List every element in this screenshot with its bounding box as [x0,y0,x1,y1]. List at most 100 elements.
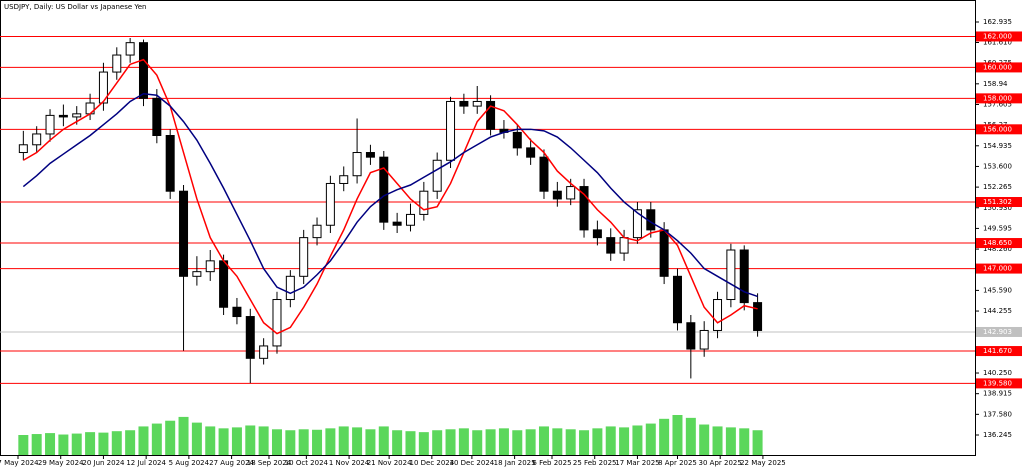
candle-body [259,345,269,359]
volume-bar [58,434,69,455]
y-tick-label: 136.245 [983,431,1012,439]
candle-body [232,306,242,318]
level-label: 158.000 [983,94,1012,102]
y-tick-label: 149.595 [983,224,1012,232]
volume-bar [699,424,710,455]
candle-body [606,237,616,254]
volume-bar [512,430,523,455]
volume-bar [632,425,643,455]
candle-body [299,237,309,277]
candle-body [112,54,122,73]
x-tick-label: 12 Jul 2024 [126,459,166,467]
candle-body [686,322,696,350]
x-tick-label: 8 Apr 2025 [658,459,697,467]
x-tick-label: 25 Feb 2025 [573,459,617,467]
volume-bar [85,432,96,455]
volume-bar [552,428,563,455]
y-tick-label: 153.600 [983,162,1012,170]
y-tick-label: 154.935 [983,142,1012,150]
level-box [976,124,1022,135]
x-tick-label: 30 Dec 2024 [450,459,495,467]
candle-body [566,186,576,200]
candle-body [552,190,562,200]
candle-body [432,159,442,192]
x-tick-label: 18 Sep 2024 [247,459,292,467]
level-label: 151.302 [983,198,1012,206]
candle-body [352,152,362,177]
y-tick-label: 150.930 [983,204,1012,212]
x-tick-label: 22 May 2025 [740,459,786,467]
candle-body [138,42,148,99]
volume-bar [645,423,656,455]
volume-bar [619,427,630,455]
candle-body [379,156,389,223]
candle-body [579,186,589,231]
candle-body [592,229,602,239]
candle-body [526,147,536,158]
candle-body [179,190,189,277]
candle-body [659,229,669,277]
candle-body [32,133,42,146]
volume-bar [325,428,336,455]
x-tick-label: 21 Nov 2024 [367,459,412,467]
volume-bar [98,432,109,455]
volume-bar [739,428,750,455]
y-tick-label: 138.915 [983,390,1012,398]
volume-bar [285,430,296,455]
volume-bar [485,429,496,455]
volume-bar [565,429,576,455]
x-tick-label: 1 Nov 2024 [329,459,370,467]
y-tick-label: 148.260 [983,245,1012,253]
candle-body [739,249,749,304]
volume-bar [245,425,256,455]
volume-bar [205,426,216,455]
volume-bar [498,428,509,455]
volume-bar [71,433,82,455]
candle-body [459,100,469,107]
level-box [976,31,1022,42]
volume-bar [405,431,416,455]
candle-body [18,144,28,154]
candle-body [472,100,482,107]
candle-body [98,71,108,104]
volume-bar [258,426,269,455]
x-tick-label: 29 May 2024 [38,459,84,467]
volume-bar [752,430,763,455]
volume-bar [592,428,603,455]
volume-bar [151,423,162,455]
candle-body [72,113,82,118]
candle-body [152,97,162,137]
candle-body [392,221,402,226]
volume-bar [378,426,389,455]
candle-body [312,224,322,239]
candle-body [285,275,295,301]
level-label: 148.650 [983,239,1012,247]
candle-body [165,135,175,192]
volume-bar [338,426,349,455]
volume-bar [165,420,176,455]
candle-body [512,131,522,149]
volume-bar [138,426,149,455]
volume-bar [178,416,189,455]
x-tick-label: 30 Apr 2025 [699,459,742,467]
candle-body [632,209,642,239]
volume-bar [352,427,363,455]
candle-body [219,260,229,308]
x-tick-label: 7 May 2024 [0,459,39,467]
current-price-label: 142.903 [983,328,1012,336]
candle-body [753,302,763,331]
current-price-box [976,326,1022,337]
candle-body [486,100,496,130]
x-tick-label: 10 Dec 2024 [409,459,454,467]
y-tick-label: 145.590 [983,286,1012,294]
level-box [976,263,1022,274]
level-label: 162.000 [983,32,1012,40]
candle-body [405,213,415,226]
candle-body [619,237,629,254]
volume-bar [365,429,376,455]
volume-bar [231,427,242,455]
candle-body [125,42,135,56]
level-box [976,197,1022,208]
level-box [976,346,1022,357]
